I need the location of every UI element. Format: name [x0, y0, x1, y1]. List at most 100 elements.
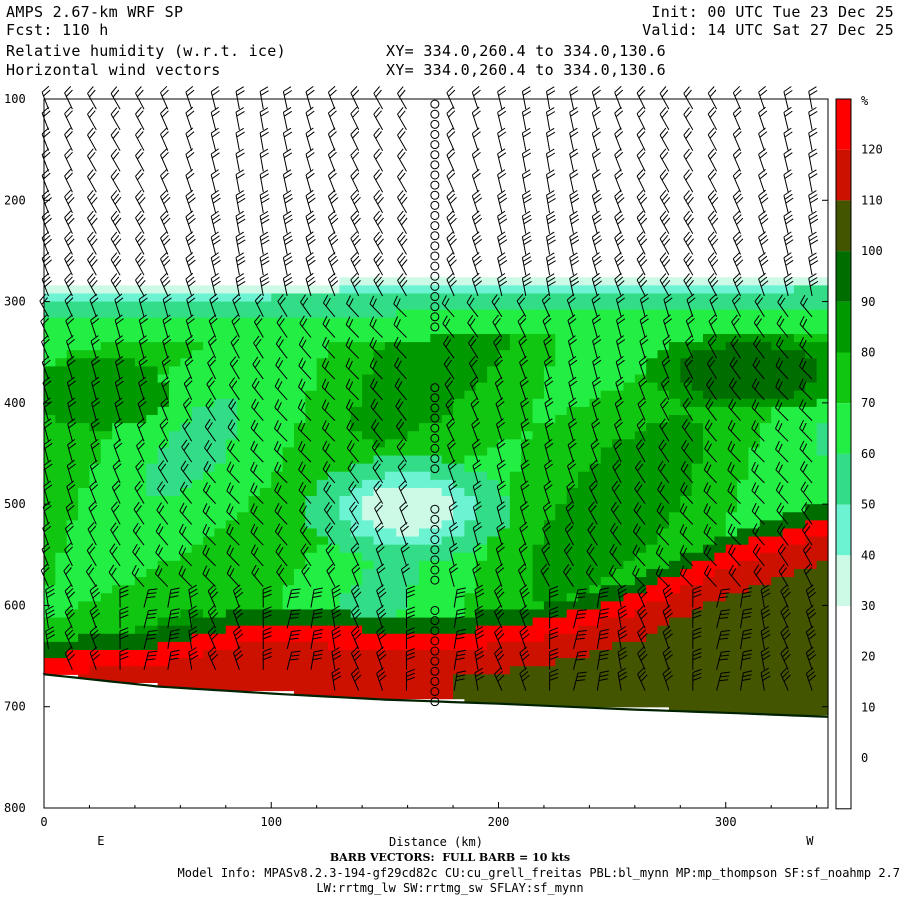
wind-barb: [393, 295, 407, 318]
wind-barb: [614, 127, 624, 151]
wind-barb: [474, 626, 485, 650]
wind-barb: [780, 646, 791, 670]
wind-barb: [397, 106, 407, 131]
wind-barb: [282, 86, 293, 110]
wind-barb: [397, 190, 408, 214]
calm-marker: [430, 109, 440, 119]
wind-barb: [519, 667, 530, 691]
wind-barb: [692, 648, 702, 670]
wind-barb: [446, 148, 456, 172]
wind-barb: [210, 148, 220, 172]
wind-barb: [520, 480, 530, 504]
wind-barb: [160, 106, 169, 131]
wind-barb: [282, 169, 293, 193]
wind-barb: [397, 459, 407, 484]
wind-barb: [393, 316, 407, 338]
wind-barb: [277, 293, 288, 318]
wind-barb: [282, 252, 293, 276]
wind-barb: [41, 106, 51, 131]
calm-marker: [430, 413, 440, 423]
wind-barb: [637, 667, 648, 691]
wind-barb: [519, 625, 530, 650]
wind-barb: [546, 148, 556, 172]
wind-barb: [114, 376, 124, 400]
wind-barb: [350, 148, 360, 172]
wind-barb: [707, 127, 718, 151]
wind-barb: [707, 189, 719, 214]
calm-marker: [430, 464, 440, 474]
wind-barb: [91, 397, 101, 421]
wind-barb: [775, 336, 789, 359]
wind-barb: [274, 482, 288, 504]
y-tick-label: 100: [4, 92, 26, 106]
wind-barb: [591, 169, 601, 193]
wind-barb: [740, 608, 753, 629]
wind-barb: [350, 169, 360, 193]
wind-barb: [185, 106, 195, 131]
calm-marker: [430, 312, 440, 322]
wind-barb: [799, 336, 813, 359]
colorbar-swatch: [836, 707, 851, 759]
wind-barb: [681, 418, 694, 442]
wind-barb: [799, 461, 813, 484]
wind-barb: [273, 440, 288, 463]
wind-barb: [394, 377, 407, 401]
wind-barb: [758, 231, 769, 255]
colorbar-label: 80: [861, 346, 875, 360]
wind-barb: [373, 210, 384, 234]
wind-barb: [780, 625, 791, 650]
wind-barb: [393, 336, 407, 359]
wind-barb: [707, 106, 718, 131]
wind-barb: [41, 189, 52, 214]
wind-barb: [612, 459, 622, 484]
wind-barb: [136, 418, 146, 442]
wind-barb: [205, 397, 217, 421]
wind-barb: [497, 106, 507, 131]
wind-barb: [704, 419, 717, 442]
wind-barb: [614, 85, 624, 110]
wind-barb: [262, 585, 272, 608]
section-coords-2: XY= 334.0,260.4 to 334.0,130.6: [386, 61, 666, 79]
wind-barb: [703, 482, 717, 504]
wind-barb: [659, 231, 671, 255]
wind-barb: [110, 522, 121, 546]
wind-barb: [305, 210, 316, 234]
wind-barb: [369, 337, 383, 359]
wind-barb: [540, 563, 551, 587]
wind-barb: [470, 397, 480, 421]
wind-barb: [471, 148, 481, 172]
wind-barb: [740, 670, 753, 691]
wind-barb: [229, 356, 240, 380]
wind-barb: [692, 585, 702, 608]
wind-barb: [636, 210, 648, 234]
wind-barb: [210, 210, 221, 234]
calm-marker: [430, 393, 440, 403]
wind-barb: [282, 106, 293, 131]
wind-barb: [549, 606, 559, 629]
wind-barb: [369, 295, 383, 318]
wind-barb: [660, 397, 670, 421]
colorbar-label: 40: [861, 548, 875, 562]
colorbar-swatch: [836, 352, 851, 404]
wind-barb: [202, 482, 216, 504]
wind-barb: [758, 127, 768, 151]
wind-barb: [138, 335, 148, 359]
wind-barb: [262, 606, 272, 629]
calm-marker: [430, 575, 440, 585]
wind-barb: [544, 438, 554, 463]
wind-barb: [497, 127, 507, 151]
wind-barb: [518, 335, 528, 359]
wind-barb: [732, 85, 742, 110]
wind-barb: [345, 399, 360, 421]
wind-barb: [543, 355, 553, 380]
calm-marker: [430, 605, 440, 615]
wind-barb: [497, 252, 508, 276]
wind-barb: [808, 86, 818, 110]
wind-barb: [568, 418, 578, 442]
wind-barb: [143, 588, 158, 608]
wind-barb: [753, 315, 765, 338]
wind-barb: [707, 86, 718, 110]
wind-barb: [544, 459, 554, 484]
wind-barb: [135, 189, 146, 214]
colorbar-label: 60: [861, 447, 875, 461]
